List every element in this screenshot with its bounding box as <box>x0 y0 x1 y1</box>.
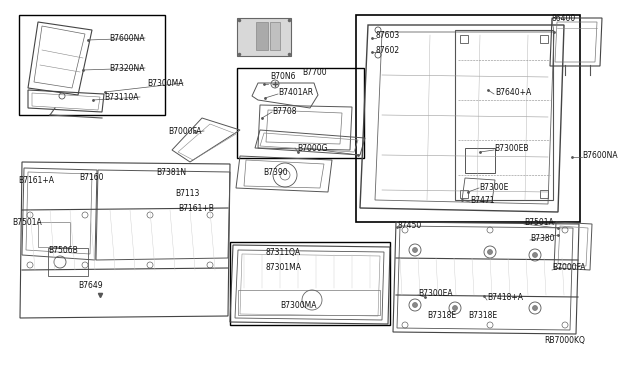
Text: 86400: 86400 <box>552 13 576 22</box>
Bar <box>270 22 280 50</box>
Bar <box>237 68 364 158</box>
Text: B7401AR: B7401AR <box>278 87 313 96</box>
Circle shape <box>413 247 417 253</box>
Bar <box>540 190 548 198</box>
Bar <box>48 248 88 276</box>
Text: B7708: B7708 <box>272 106 296 115</box>
Text: B7649: B7649 <box>78 280 102 289</box>
Text: B7501A: B7501A <box>524 218 554 227</box>
Text: B7300EB: B7300EB <box>494 144 529 153</box>
Text: B7418+A: B7418+A <box>487 294 523 302</box>
Text: B7113: B7113 <box>175 189 200 198</box>
Text: B7320NA: B7320NA <box>109 64 145 73</box>
Text: B7161+A: B7161+A <box>18 176 54 185</box>
Circle shape <box>532 253 538 257</box>
Bar <box>19 15 165 115</box>
Text: 87603: 87603 <box>376 31 400 39</box>
Circle shape <box>532 305 538 311</box>
Text: B7300EA: B7300EA <box>418 289 452 298</box>
Text: B7380: B7380 <box>530 234 554 243</box>
Text: B7600NA: B7600NA <box>582 151 618 160</box>
Text: B7160: B7160 <box>79 173 104 182</box>
Text: B7471: B7471 <box>470 196 495 205</box>
Text: B7000FA: B7000FA <box>552 263 586 273</box>
Bar <box>455 30 553 200</box>
Text: B7390: B7390 <box>263 167 287 176</box>
Bar <box>460 190 468 198</box>
Bar <box>356 15 580 222</box>
Bar <box>237 18 291 56</box>
Text: B70N6: B70N6 <box>270 71 296 80</box>
Text: B7300E: B7300E <box>479 183 508 192</box>
Text: RB7000KQ: RB7000KQ <box>544 336 585 344</box>
Text: B7640+A: B7640+A <box>495 87 531 96</box>
Text: 87311QA: 87311QA <box>265 247 300 257</box>
Text: B7000FA: B7000FA <box>168 126 202 135</box>
Text: B7318E: B7318E <box>468 311 497 320</box>
Text: B7000G: B7000G <box>297 144 328 153</box>
Circle shape <box>452 305 458 311</box>
Text: B7501A: B7501A <box>12 218 42 227</box>
Text: B7161+B: B7161+B <box>178 203 214 212</box>
Text: B7300MA: B7300MA <box>147 78 184 87</box>
Text: B7381N: B7381N <box>156 167 186 176</box>
Bar <box>465 148 495 173</box>
Text: B7300MA: B7300MA <box>280 301 317 310</box>
Bar <box>238 290 380 315</box>
Text: 87450: 87450 <box>397 221 421 230</box>
Bar <box>256 22 268 50</box>
Text: B7600NA: B7600NA <box>109 33 145 42</box>
Text: 87301MA: 87301MA <box>265 263 301 273</box>
Text: 87602: 87602 <box>376 45 400 55</box>
Circle shape <box>413 302 417 308</box>
Text: B7506B: B7506B <box>48 246 77 254</box>
Text: B73110A: B73110A <box>104 93 138 102</box>
Bar <box>230 242 390 325</box>
Bar <box>460 35 468 43</box>
Text: B7318E: B7318E <box>427 311 456 320</box>
Bar <box>540 35 548 43</box>
Circle shape <box>488 250 493 254</box>
Text: B7700: B7700 <box>302 67 326 77</box>
Bar <box>38 222 70 247</box>
